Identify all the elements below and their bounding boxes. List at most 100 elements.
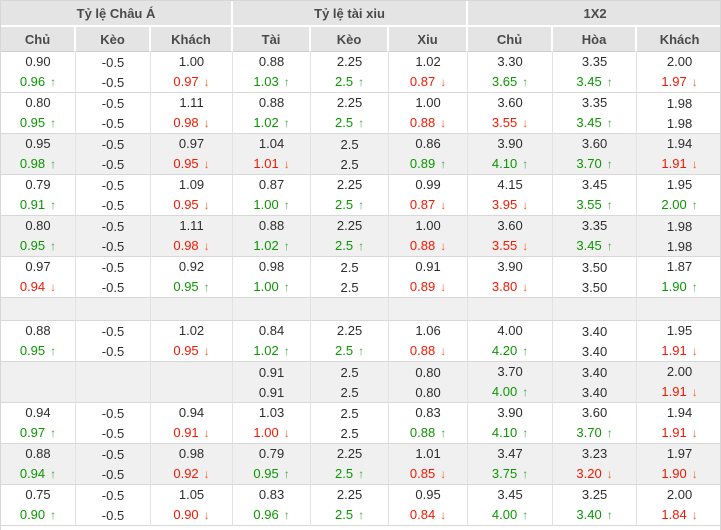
up-arrow-icon: ↑ bbox=[522, 385, 529, 399]
odds-cell: 1.05 0.90 ↓ bbox=[151, 485, 234, 526]
odds-current-value: 0.84 ↓ bbox=[409, 507, 447, 522]
odds-cell: 2.25 2.5 ↑ bbox=[311, 216, 390, 257]
up-arrow-icon: ↑ bbox=[606, 508, 613, 522]
odds-current-value: 4.10 ↑ bbox=[491, 156, 529, 171]
odds-current-value: 3.80 ↓ bbox=[491, 279, 529, 294]
odds-cell: 2.5 2.5 bbox=[311, 257, 390, 298]
odds-open-value: 0.79 bbox=[25, 177, 51, 192]
up-arrow-icon: ↑ bbox=[606, 426, 613, 440]
odds-cell: 2.25 2.5 ↑ bbox=[311, 52, 390, 93]
odds-cell bbox=[151, 362, 234, 403]
down-arrow-icon: ↓ bbox=[440, 198, 447, 212]
odds-cell: 1.00 0.97 ↓ bbox=[151, 52, 234, 93]
odds-cell: 3.25 3.40 ↑ bbox=[553, 485, 638, 526]
odds-open-value: -0.5 bbox=[101, 405, 125, 421]
odds-cell bbox=[1, 362, 76, 403]
odds-current-value: 2.00 ↑ bbox=[661, 197, 698, 212]
odds-row: 0.79 0.91 ↑ -0.5 -0.5 1.09 0.95 ↓ 0.87 1.00 ↑ 2.25 2… bbox=[1, 175, 720, 216]
down-arrow-icon: ↓ bbox=[606, 467, 613, 481]
odds-row: 0.75 0.90 ↑ -0.5 -0.5 1.05 0.90 ↓ 0.83 0.96 ↑ 2.25 2… bbox=[1, 485, 720, 526]
odds-current-value: 0.98 ↑ bbox=[19, 156, 57, 171]
odds-open-value: 3.40 bbox=[581, 364, 608, 380]
odds-current-value: 0.87 ↓ bbox=[409, 74, 447, 89]
odds-current-value: 2.5 bbox=[340, 156, 359, 172]
odds-current-value: 1.00 ↓ bbox=[253, 425, 290, 440]
odds-cell: 3.45 3.55 ↑ bbox=[553, 175, 638, 216]
col-header-asian-home: Chủ bbox=[1, 27, 76, 52]
odds-open-value: 4.00 bbox=[497, 323, 523, 338]
odds-row bbox=[1, 298, 720, 321]
odds-current-value: 2.5 ↑ bbox=[334, 238, 365, 253]
odds-cell: 4.15 3.95 ↓ bbox=[468, 175, 554, 216]
odds-open-value: 1.02 bbox=[178, 323, 205, 338]
odds-open-value: 0.80 bbox=[415, 364, 441, 380]
odds-current-value: 3.95 ↓ bbox=[491, 197, 529, 212]
odds-current-value: 0.91 ↑ bbox=[19, 197, 57, 212]
up-arrow-icon: ↑ bbox=[283, 239, 290, 253]
odds-current-value: 1.01 ↓ bbox=[253, 156, 290, 171]
odds-current-value: 2.5 ↑ bbox=[334, 115, 365, 130]
odds-cell: 0.98 1.00 ↑ bbox=[233, 257, 312, 298]
up-arrow-icon: ↑ bbox=[358, 75, 365, 89]
odds-open-value: 3.90 bbox=[497, 405, 523, 420]
odds-current-value: 0.88 ↓ bbox=[409, 115, 447, 130]
odds-current-value: 1.02 ↑ bbox=[253, 238, 290, 253]
odds-cell: 1.94 1.91 ↓ bbox=[637, 403, 720, 444]
odds-open-value: 3.35 bbox=[581, 218, 608, 233]
odds-current-value: 0.94 ↑ bbox=[19, 466, 57, 481]
odds-cell: 3.60 3.55 ↓ bbox=[468, 216, 554, 257]
up-arrow-icon: ↑ bbox=[50, 508, 57, 522]
odds-cell: -0.5 -0.5 bbox=[76, 403, 151, 444]
odds-row: 0.95 0.98 ↑ -0.5 -0.5 0.97 0.95 ↓ 1.04 1.01 ↓ 2.5 2.… bbox=[1, 134, 720, 175]
col-header-under: Xiu bbox=[389, 27, 469, 52]
up-arrow-icon: ↑ bbox=[606, 75, 613, 89]
down-arrow-icon: ↓ bbox=[691, 344, 698, 358]
odds-cell: 3.35 3.45 ↑ bbox=[553, 216, 638, 257]
up-arrow-icon: ↑ bbox=[522, 467, 529, 481]
odds-cell bbox=[468, 298, 554, 321]
up-arrow-icon: ↑ bbox=[50, 157, 57, 171]
up-arrow-icon: ↑ bbox=[50, 198, 57, 212]
up-arrow-icon: ↑ bbox=[203, 280, 210, 294]
odds-cell: 0.92 0.95 ↑ bbox=[151, 257, 234, 298]
odds-current-value: 1.00 ↑ bbox=[253, 279, 290, 294]
odds-current-value: 4.10 ↑ bbox=[491, 425, 529, 440]
odds-current-value: 1.02 ↑ bbox=[253, 343, 290, 358]
down-arrow-icon: ↓ bbox=[440, 508, 447, 522]
odds-current-value: 3.45 ↑ bbox=[576, 115, 613, 130]
odds-open-value: 1.98 bbox=[666, 95, 693, 111]
odds-open-value: 2.25 bbox=[336, 177, 363, 192]
odds-open-value: 0.88 bbox=[258, 218, 285, 233]
odds-current-value: 3.70 ↑ bbox=[576, 425, 613, 440]
odds-row: 0.94 0.97 ↑ -0.5 -0.5 0.94 0.91 ↓ 1.03 1.00 ↓ 2.5 2.… bbox=[1, 403, 720, 444]
odds-current-value: 0.85 ↓ bbox=[409, 466, 447, 481]
odds-open-value: 2.25 bbox=[336, 218, 363, 233]
up-arrow-icon: ↑ bbox=[50, 239, 57, 253]
up-arrow-icon: ↑ bbox=[606, 198, 613, 212]
odds-open-value: 2.5 bbox=[340, 259, 359, 275]
odds-current-value: 1.00 ↑ bbox=[253, 197, 290, 212]
odds-open-value: 1.11 bbox=[179, 218, 204, 233]
odds-current-value: -0.5 bbox=[101, 74, 125, 90]
odds-cell: 0.88 1.02 ↑ bbox=[233, 93, 312, 134]
odds-cell bbox=[389, 298, 469, 321]
odds-open-value: 1.97 bbox=[666, 446, 693, 461]
odds-open-value: 3.50 bbox=[581, 259, 608, 275]
odds-current-value: 3.75 ↑ bbox=[491, 466, 529, 481]
up-arrow-icon: ↑ bbox=[606, 157, 613, 171]
odds-current-value: -0.5 bbox=[101, 279, 125, 295]
odds-open-value: -0.5 bbox=[101, 487, 125, 503]
odds-current-value: 0.95 ↑ bbox=[19, 115, 57, 130]
group-header-asian-odds: Tỷ lệ Châu Á bbox=[1, 1, 234, 27]
odds-cell: 2.00 1.91 ↓ bbox=[637, 362, 720, 403]
odds-row: 0.88 0.95 ↑ -0.5 -0.5 1.02 0.95 ↓ 0.84 1.02 ↑ 2.25 2… bbox=[1, 321, 720, 362]
odds-open-value: 1.02 bbox=[415, 54, 441, 69]
odds-cell: 3.30 3.65 ↑ bbox=[468, 52, 554, 93]
odds-open-value: 3.23 bbox=[581, 446, 608, 461]
odds-current-value: 3.20 ↓ bbox=[576, 466, 613, 481]
odds-current-value: 3.70 ↑ bbox=[576, 156, 613, 171]
odds-cell: -0.5 -0.5 bbox=[76, 444, 151, 485]
up-arrow-icon: ↑ bbox=[358, 239, 365, 253]
odds-cell: 3.45 4.00 ↑ bbox=[468, 485, 554, 526]
